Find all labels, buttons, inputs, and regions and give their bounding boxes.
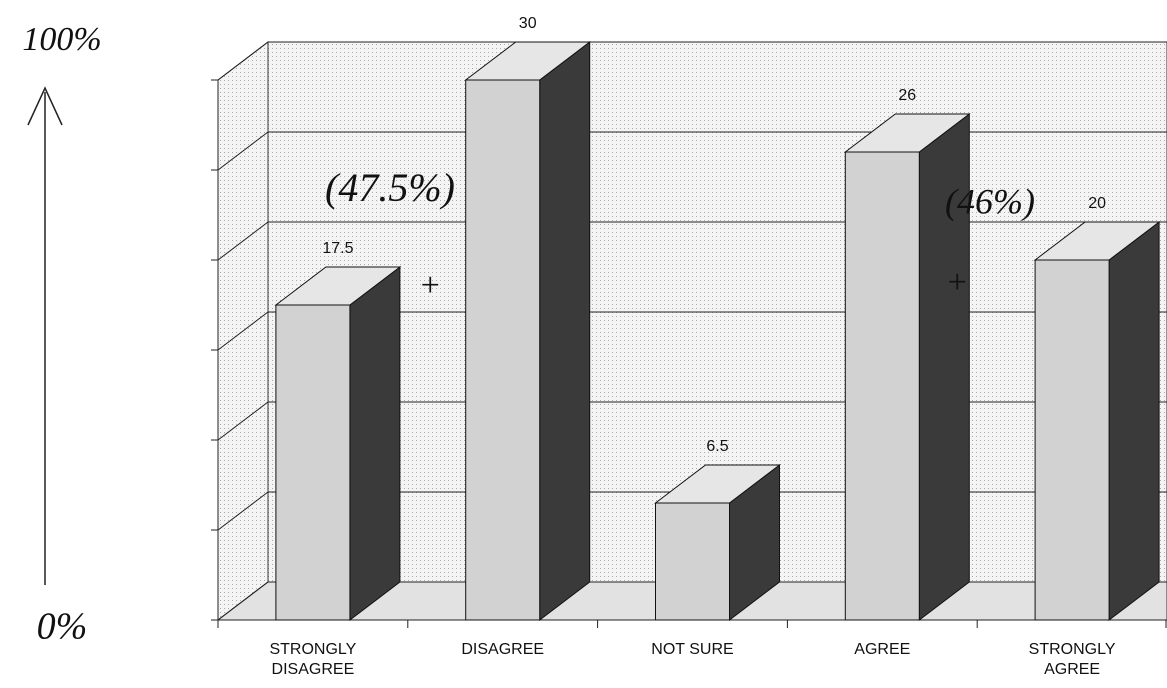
bar	[655, 502, 730, 621]
value-label: 20	[1088, 195, 1106, 212]
x-tick-label: AGREE	[854, 641, 911, 658]
annotation: (46%)	[945, 181, 1035, 221]
annotation: 100%	[22, 21, 101, 58]
value-label: 17.5	[322, 240, 353, 257]
arrow-head	[27, 86, 63, 126]
bar	[465, 79, 541, 621]
annotation: 0%	[37, 606, 88, 648]
value-label: 30	[519, 15, 537, 32]
grid-line	[217, 401, 269, 441]
annotation: +	[946, 264, 969, 301]
bar	[275, 304, 351, 621]
x-tick-label: DISAGREE	[461, 641, 545, 658]
annotation: +	[419, 267, 442, 304]
grid-line	[217, 221, 269, 261]
annotation: (47.5%)	[325, 165, 455, 210]
bar	[844, 151, 920, 621]
bar-side	[349, 265, 401, 622]
grid-line	[217, 581, 269, 621]
grid-line	[217, 491, 269, 531]
grid-line	[217, 131, 269, 171]
bar-side	[1108, 220, 1160, 622]
value-label: 26	[898, 87, 916, 104]
x-tick-label: STRONGLY DISAGREE	[269, 641, 357, 678]
value-label: 6.5	[706, 438, 728, 455]
bar-side	[539, 40, 591, 622]
grid-line	[217, 311, 269, 351]
bar	[1034, 259, 1110, 621]
x-tick-label: NOT SURE	[651, 641, 734, 658]
x-tick-label: STRONGLY AGREE	[1028, 641, 1116, 678]
grid-line	[217, 41, 269, 81]
